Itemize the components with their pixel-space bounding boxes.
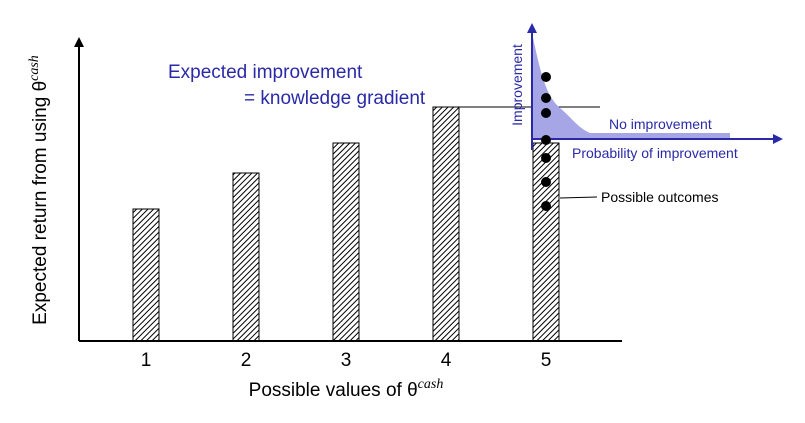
improvement-distribution-area <box>532 33 730 139</box>
outcome-dot-6 <box>541 177 551 187</box>
possible-outcomes-pointer <box>559 196 598 199</box>
outcome-dot-2 <box>541 93 551 103</box>
inset-x-label: Probability of improvement <box>572 145 738 161</box>
y-axis-label: Expected return from using θcash <box>27 55 51 325</box>
outcome-dot-1 <box>541 72 551 82</box>
outcome-dot-4 <box>541 135 551 145</box>
outcome-dot-3 <box>541 108 551 118</box>
bars-group <box>132 106 560 342</box>
x-tick-label-3: 3 <box>341 350 352 371</box>
no-improvement-label: No improvement <box>609 116 712 132</box>
bar-4 <box>432 106 460 342</box>
bar-5 <box>532 142 560 342</box>
inset-y-label: Improvement <box>509 44 525 126</box>
x-tick-label-2: 2 <box>241 350 252 371</box>
x-tick-label-1: 1 <box>141 350 152 371</box>
x-tick-label-4: 4 <box>441 350 452 371</box>
bar-2 <box>232 172 260 342</box>
bar-3 <box>332 142 360 342</box>
possible-outcomes-dots <box>541 72 551 211</box>
bar-1 <box>132 208 160 342</box>
improvement-inset: Improvement Probability of improvement N… <box>509 23 783 161</box>
possible-outcomes-label: Possible outcomes <box>601 189 719 205</box>
annotation-line-2: = knowledge gradient <box>244 88 426 109</box>
x-axis-label: Possible values of θcash <box>249 377 444 401</box>
annotation-line-1: Expected improvement <box>168 62 363 83</box>
x-tick-labels: 1 2 3 4 5 <box>141 350 552 371</box>
outcome-dot-5 <box>541 153 551 163</box>
x-tick-label-5: 5 <box>541 350 552 371</box>
outcome-dot-7 <box>541 201 551 211</box>
